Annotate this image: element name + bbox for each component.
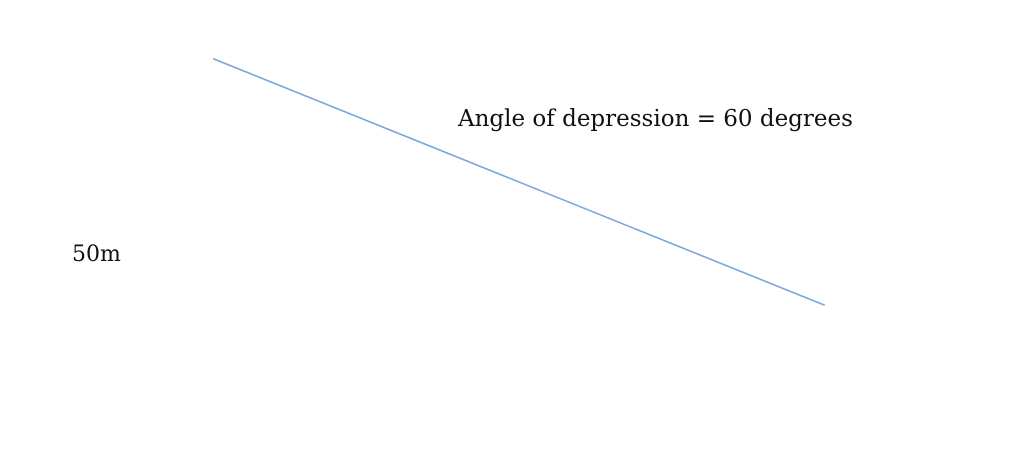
height-label: 50m [72, 242, 121, 267]
angle-of-depression-label: Angle of depression = 60 degrees [458, 106, 853, 132]
line-of-sight [212, 57, 826, 307]
